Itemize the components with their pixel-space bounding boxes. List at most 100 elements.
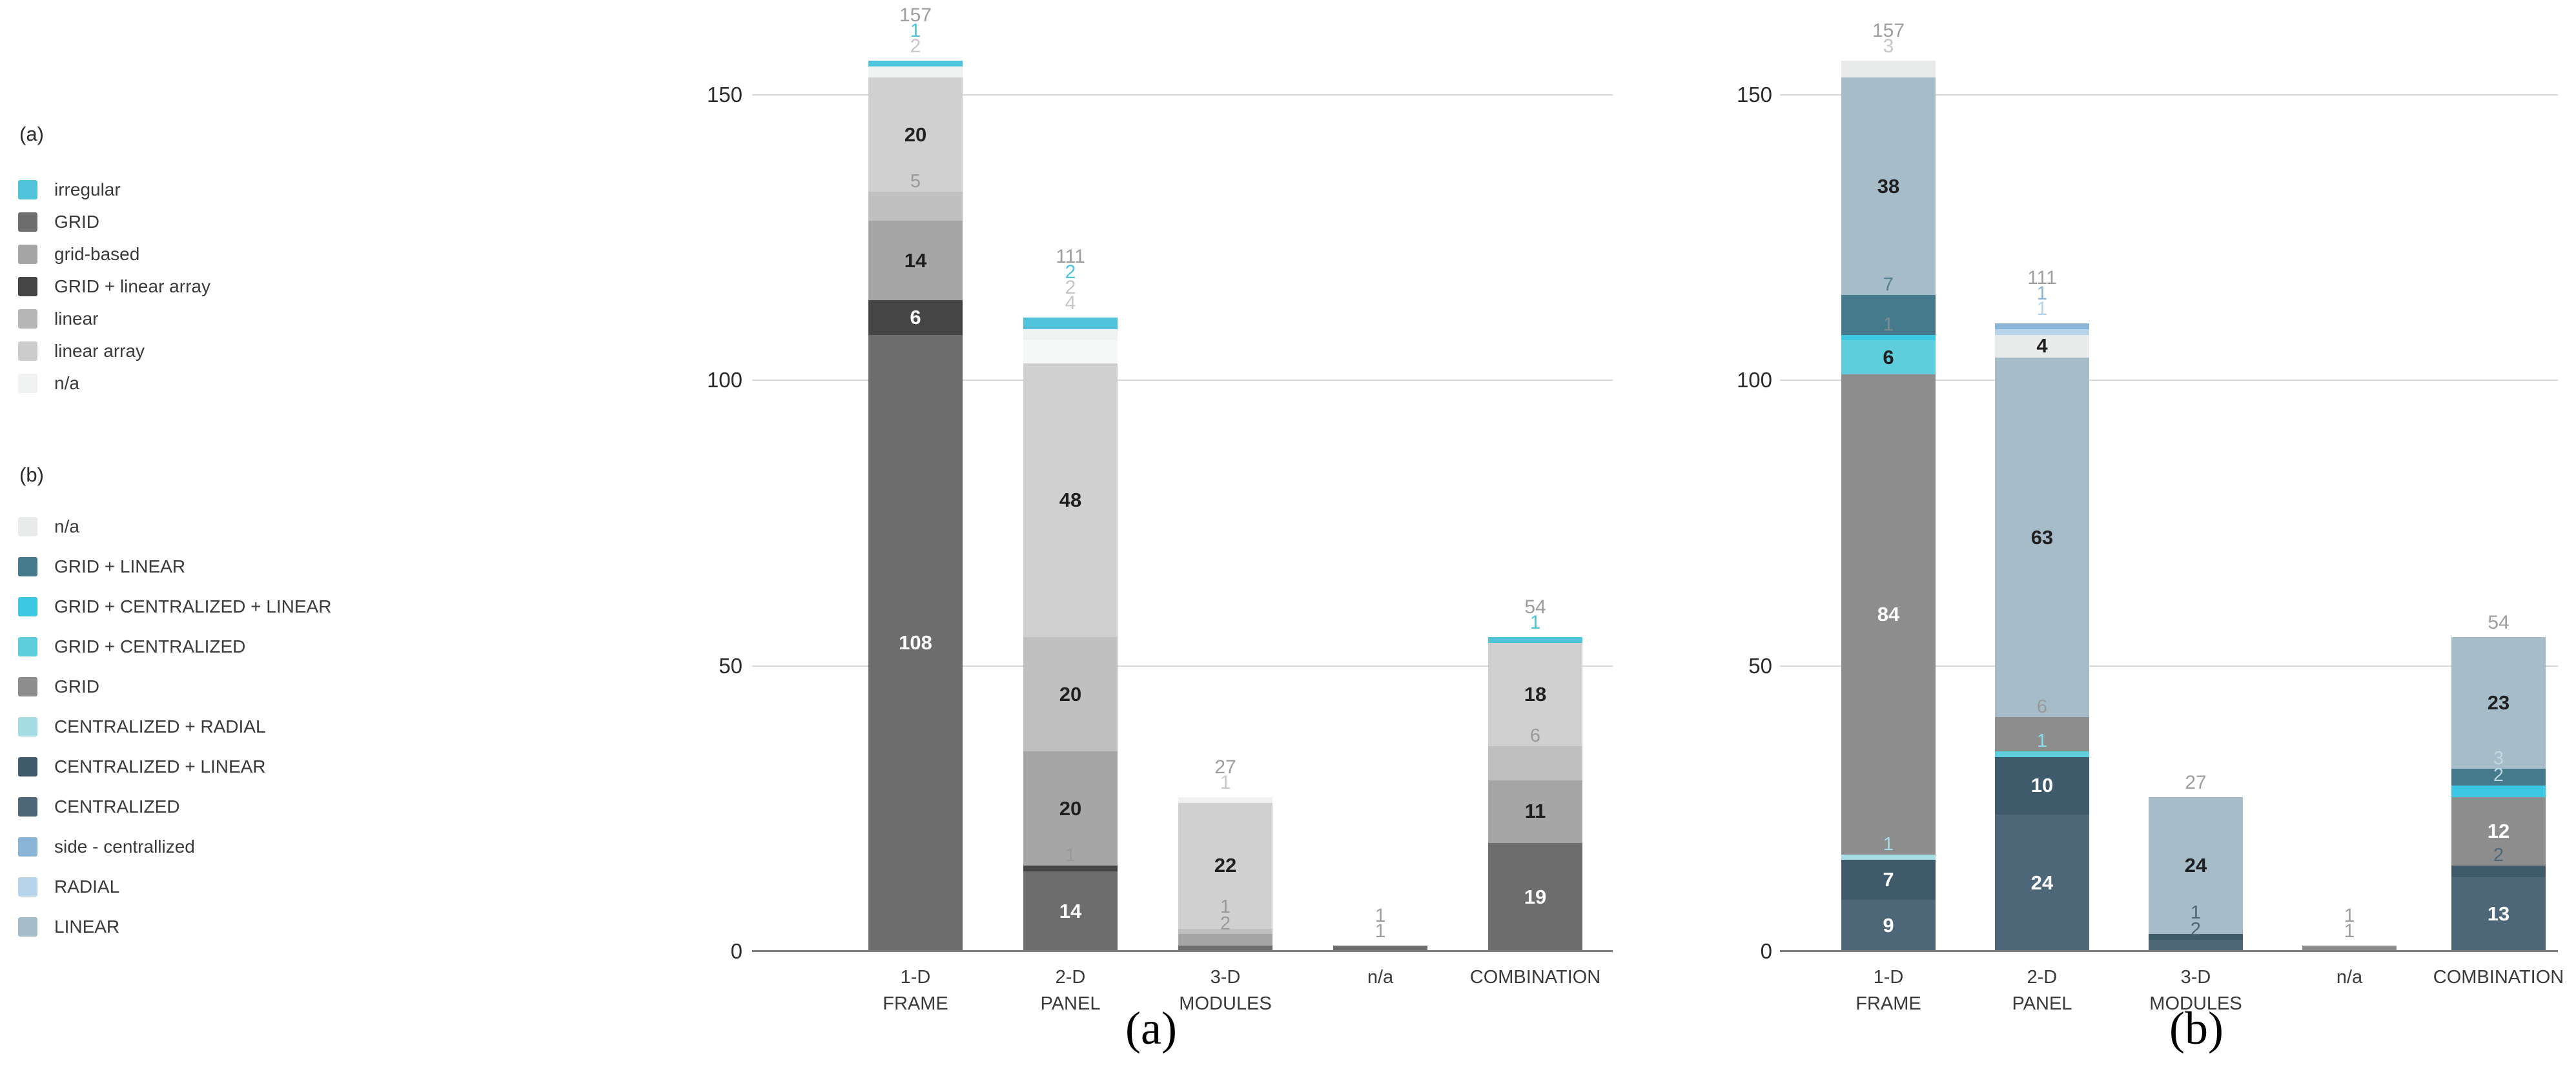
segment-label: 1 — [1883, 833, 1894, 855]
x-category-label: 2-D PANEL — [2012, 967, 2072, 1014]
segment-label: 1 — [2190, 902, 2202, 924]
segment-label: 10 — [2030, 774, 2054, 797]
y-tick-label: 100 — [706, 368, 742, 392]
legend-swatch — [18, 877, 37, 897]
segment-grid-+-centralized — [1841, 340, 1936, 375]
legend-swatch — [18, 374, 37, 393]
segment-grid-+-centralized-+-linear — [2451, 786, 2546, 798]
bar-n/a — [2302, 946, 2397, 951]
gridline — [752, 665, 1613, 667]
legend-item-label: linear array — [54, 341, 145, 361]
bar-total-label: 1 — [1375, 905, 1386, 927]
segment-label: 7 — [1883, 274, 1894, 295]
segment-centralized — [2149, 940, 2243, 951]
bar-total-label: 157 — [1872, 19, 1905, 41]
segment-label: 24 — [2030, 871, 2054, 894]
legend-item-label: GRID + LINEAR — [54, 556, 186, 576]
legend-item-label: CENTRALIZED + RADIAL — [54, 716, 266, 736]
legend-a: (a) irregular GRID grid-based GRID + linear… — [0, 0, 646, 420]
segment-irregular — [1488, 637, 1582, 644]
bar-total-label: 111 — [2027, 267, 2057, 289]
segment-linear — [1178, 928, 1273, 935]
segment-linear-array — [868, 77, 963, 192]
legend-swatch — [18, 557, 37, 576]
segment-grid-+-linear — [2451, 768, 2546, 786]
segment-label: 1 — [1883, 314, 1894, 335]
segment-grid-based — [868, 220, 963, 301]
gridline — [1780, 665, 2558, 667]
segment-grid — [1488, 842, 1582, 951]
legend-item-label: CENTRALIZED — [54, 797, 180, 817]
bar-combination — [2451, 637, 2546, 951]
segment-label: 2 — [2190, 919, 2202, 940]
bar-above-label: 1 — [1375, 920, 1386, 942]
y-tick-label: 150 — [1736, 82, 1772, 107]
bar-above-label: 3 — [1883, 35, 1894, 57]
bar-total-label: 54 — [1524, 596, 1546, 618]
bar-above-label: 1 — [2344, 920, 2355, 942]
segment-grid — [1995, 717, 2089, 752]
bar-above-label: 1 — [2036, 282, 2048, 304]
x-category-label: COMBINATION — [1469, 967, 1601, 988]
segment-label: 63 — [2030, 525, 2054, 549]
y-tick-label: 50 — [719, 653, 742, 678]
segment-label: 3 — [2493, 747, 2504, 769]
segment-centralized-+-linear — [1995, 757, 2089, 815]
legend-item: irregular — [18, 177, 121, 203]
legend-swatch — [18, 757, 37, 777]
segment-label: 48 — [1059, 489, 1082, 512]
segment-label: 6 — [1883, 345, 1894, 369]
segment-linear-array — [1178, 802, 1273, 929]
segment-centralized-+-linear — [2451, 866, 2546, 877]
segment-centralized — [1841, 900, 1936, 951]
bar-3-d-modules — [1178, 797, 1273, 951]
bar-total-label: 157 — [899, 4, 932, 26]
legend-a-title: (a) — [19, 123, 44, 145]
segment-grid — [868, 334, 963, 951]
legend-item: linear array — [18, 338, 145, 364]
segment-label: 22 — [1214, 854, 1237, 877]
legend-item: GRID + LINEAR — [18, 554, 185, 580]
legend-item-label: side - centrallized — [54, 837, 195, 857]
legend-item: n/a — [18, 371, 79, 396]
chart-caption: (b) — [2169, 1002, 2223, 1054]
bar-2-d-panel — [1995, 323, 2089, 951]
segment-centralized-+-linear — [1841, 860, 1936, 900]
segment-grid-based — [1178, 934, 1273, 946]
bar-total-label: 54 — [2488, 612, 2510, 634]
legend-item: RADIAL — [18, 874, 119, 900]
segment-n/a — [1178, 797, 1273, 803]
bar-2-d-panel — [1023, 317, 1118, 951]
legend-swatch — [18, 717, 37, 736]
legend-item: GRID + CENTRALIZED — [18, 634, 245, 660]
chart-caption: (a) — [1125, 1002, 1177, 1054]
x-category-label: 3-D MODULES — [2149, 967, 2242, 1014]
segment-irregular — [1023, 317, 1118, 329]
segment-grid-+-centralized-+-linear — [1841, 334, 1936, 341]
segment-label: 6 — [910, 305, 921, 329]
legend-item: LINEAR — [18, 914, 119, 940]
x-category-label: n/a — [1367, 967, 1394, 988]
bar-above-label: 2 — [910, 35, 921, 57]
segment-label: 5 — [910, 171, 921, 192]
segment-label: 38 — [1877, 174, 1900, 198]
x-axis-baseline — [752, 950, 1613, 952]
segment-label: 24 — [2184, 854, 2207, 877]
legend-swatch — [18, 212, 37, 232]
bar-above-label: 1 — [1529, 612, 1541, 634]
bar-total-label: 27 — [2185, 772, 2207, 794]
segment-n/a — [1841, 60, 1936, 78]
bar-total-label: 1 — [2344, 905, 2355, 927]
segment-grid-based — [1488, 780, 1582, 843]
legend-swatch — [18, 637, 37, 656]
legend-item-label: CENTRALIZED + LINEAR — [54, 756, 266, 777]
legend-item-label: grid-based — [54, 244, 140, 264]
segment-linear — [2451, 637, 2546, 769]
segment-grid — [2451, 797, 2546, 866]
legend-item-label: GRID — [54, 212, 99, 232]
segment-linear-array — [1023, 363, 1118, 638]
x-category-label: 2-D PANEL — [1040, 967, 1101, 1014]
segment-label: 84 — [1877, 603, 1900, 626]
bar-above-label: 1 — [1220, 772, 1231, 794]
segment-grid — [1841, 374, 1936, 855]
